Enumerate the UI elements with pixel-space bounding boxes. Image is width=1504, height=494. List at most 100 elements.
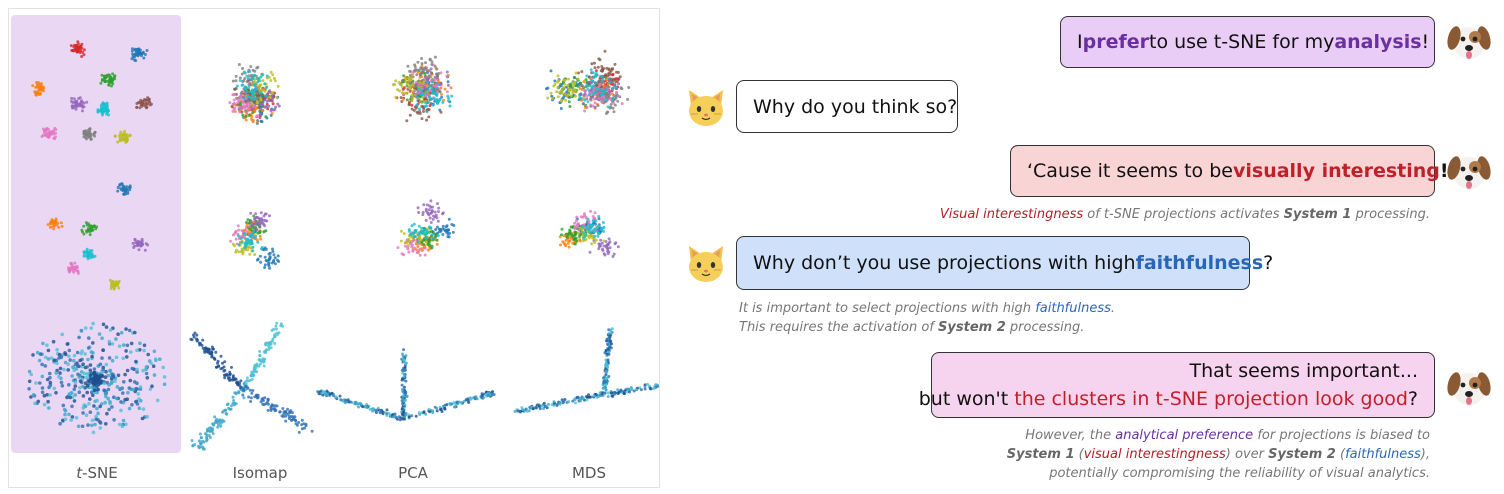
scatter-point <box>445 224 449 228</box>
scatter-point <box>240 229 244 232</box>
scatter-point <box>232 244 236 248</box>
scatter-point <box>104 394 108 399</box>
scatter-point <box>588 93 591 97</box>
scatter-point <box>86 128 90 132</box>
scatter-point <box>248 224 251 228</box>
scatter-point <box>247 74 251 78</box>
scatter-point <box>297 430 301 434</box>
scatter-point <box>50 218 54 222</box>
scatter-point <box>602 244 606 248</box>
scatter-point <box>234 248 238 252</box>
scatter-point <box>426 107 430 111</box>
scatter-point <box>594 72 598 75</box>
scatter-point <box>241 393 245 397</box>
scatter-point <box>611 86 615 90</box>
scatter-point <box>402 232 406 236</box>
scatter-point <box>589 88 593 92</box>
scatter-point <box>131 47 134 51</box>
scatter-point <box>433 64 437 68</box>
scatter-point <box>561 92 565 96</box>
scatter-point <box>270 403 274 407</box>
scatter-point <box>250 239 254 243</box>
scatter-point <box>85 100 89 104</box>
scatter-point <box>257 221 261 225</box>
scatter-point <box>67 348 72 353</box>
scatter-point <box>604 98 608 102</box>
scatter-point <box>47 134 51 138</box>
scatter-point <box>594 96 598 100</box>
scatter-point <box>253 80 257 84</box>
scatter-point <box>376 406 380 410</box>
scatter-point <box>521 408 525 411</box>
projection-grid-panel: t-SNE Isomap PCA MDS <box>8 8 660 488</box>
scatter-point <box>83 326 88 330</box>
scatter-point <box>551 97 555 100</box>
scatter-point <box>104 369 108 374</box>
scatter-point <box>119 330 124 335</box>
scatter-point <box>145 414 149 419</box>
scatter-point <box>57 352 62 357</box>
scatter-point <box>607 352 611 356</box>
scatter-point <box>413 246 417 250</box>
scatter-point <box>411 249 415 253</box>
scatter-point <box>431 411 435 415</box>
scatter-point <box>58 371 62 375</box>
scatter-point <box>574 401 577 405</box>
scatter-point <box>290 418 294 422</box>
scatter-point <box>248 388 252 392</box>
scatter-point <box>628 390 632 394</box>
scatter-point <box>281 415 285 418</box>
note-text: However, the <box>1025 428 1116 443</box>
scatter-point <box>563 398 567 401</box>
scatter-point <box>66 362 70 367</box>
scatter-point <box>604 87 608 91</box>
scatter-point <box>596 65 600 69</box>
scatter-point <box>226 376 230 380</box>
scatter-point <box>415 251 419 254</box>
scatter-point <box>234 79 238 83</box>
scatter-point <box>250 242 254 245</box>
scatter-point <box>260 220 264 223</box>
scatter-point <box>400 79 404 83</box>
scatter-point <box>201 439 204 443</box>
scatter-point <box>231 233 235 237</box>
scatter-point <box>222 365 226 369</box>
scatter-point <box>436 234 440 238</box>
scatter-point <box>574 230 578 234</box>
scatter-point <box>125 343 130 348</box>
scatter-point <box>425 235 429 239</box>
scatter-point <box>608 339 612 343</box>
scatter-point <box>613 103 617 107</box>
scatter-point <box>572 235 575 239</box>
scatter-point <box>559 99 563 103</box>
scatter-point <box>143 248 147 252</box>
scatter-point <box>108 328 113 332</box>
scatter-point <box>134 359 138 364</box>
scatter-point <box>139 399 143 403</box>
scatter-point <box>271 247 274 251</box>
scatter-point <box>273 407 277 411</box>
scatter-point <box>221 361 224 365</box>
scatter-point <box>240 240 244 244</box>
scatter-point <box>246 99 250 103</box>
scatter-point <box>591 219 595 223</box>
scatter-point <box>249 400 253 403</box>
scatter-point <box>609 330 613 334</box>
scatter-point <box>276 102 280 106</box>
scatter-point <box>439 81 443 85</box>
scatter-point <box>257 358 261 362</box>
scatter-point <box>433 210 437 214</box>
scatter-point <box>437 206 441 210</box>
scatter-point <box>608 246 612 250</box>
note-bold: System 2 <box>1268 447 1336 462</box>
scatter-point <box>431 89 435 93</box>
scatter-point <box>282 410 286 414</box>
scatter-point <box>409 87 412 91</box>
scatter-point <box>402 385 406 389</box>
scatter-point <box>72 368 76 373</box>
scatter-point <box>81 384 85 389</box>
scatter-point <box>77 375 81 379</box>
scatter-point <box>252 236 256 239</box>
scatter-point <box>110 84 113 88</box>
scatter-point <box>604 349 608 353</box>
